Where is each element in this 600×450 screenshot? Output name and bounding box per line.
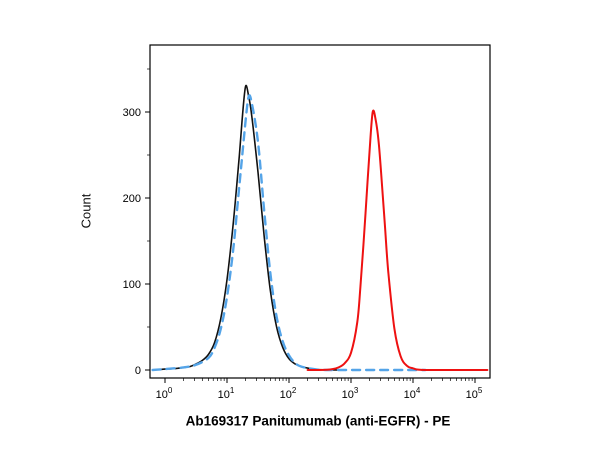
y-tick-label: 100 <box>123 279 141 291</box>
x-axis-title: Ab169317 Panitumumab (anti-EGFR) - PE <box>185 413 451 429</box>
y-tick-label: 200 <box>123 193 141 205</box>
y-tick-label: 300 <box>123 107 141 119</box>
series-control-blue-dashed <box>151 94 427 372</box>
y-axis-ticks: 0 100 200 300 <box>123 68 150 377</box>
y-axis-label: Count <box>78 193 94 229</box>
plot-border <box>149 44 491 379</box>
y-tick-label: 0 <box>135 365 141 377</box>
series-panitumumab-pe-red-solid <box>306 109 489 372</box>
